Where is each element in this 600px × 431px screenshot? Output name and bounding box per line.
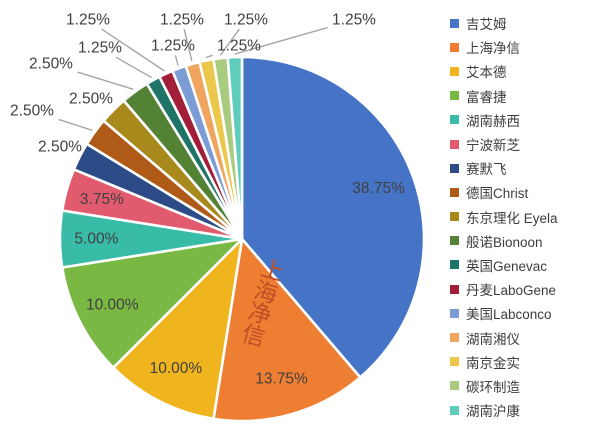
leader-line-16 (219, 28, 240, 56)
legend-marker-icon (450, 405, 459, 415)
slice-value-label-12: 1.25% (66, 12, 110, 29)
leader-line-10 (77, 71, 134, 90)
legend-item-label: 丹麦LaboGene (466, 283, 557, 299)
slice-value-label-9: 2.50% (69, 91, 113, 108)
leader-line-14 (183, 29, 193, 62)
legend-item-label: 艾本德 (466, 65, 507, 81)
pie-slice-17 (226, 55, 244, 241)
leader-line-13 (174, 55, 179, 66)
legend-item-label: 湖南沪康 (466, 404, 520, 420)
slice-value-label-14: 1.25% (160, 12, 204, 29)
legend-item-label: 英国Genevac (466, 258, 548, 274)
legend-item-3: 艾本德 (450, 59, 558, 83)
legend-marker-icon (450, 284, 459, 294)
leader-line-12 (101, 28, 165, 72)
slice-value-label-1: 38.75% (352, 180, 405, 197)
leader-line-17 (234, 26, 328, 55)
legend-item-label: 东京理化 Eyela (466, 210, 558, 226)
legend-item-label: 宁波新芝 (466, 138, 520, 154)
legend-marker-icon (450, 115, 459, 125)
legend-item-9: 东京理化 Eyela (450, 205, 558, 229)
legend-item-label: 湖南湘仪 (466, 331, 520, 347)
legend-marker-icon (450, 163, 459, 173)
pie-slice-1 (240, 55, 426, 379)
legend-marker-icon (450, 333, 459, 343)
slice-value-label-2: 13.75% (255, 371, 308, 388)
legend-marker-icon (450, 308, 459, 318)
slice-value-label-13: 1.25% (151, 38, 195, 55)
legend-item-label: 赛默飞 (466, 162, 507, 178)
pie-slice-3 (112, 237, 244, 421)
legend-marker-icon (450, 66, 459, 76)
slice-value-label-10: 2.50% (29, 56, 73, 73)
legend-marker-icon (450, 187, 459, 197)
slice-value-label-11: 1.25% (78, 40, 122, 57)
slice-value-label-16: 1.25% (224, 12, 268, 29)
slice-value-label-7: 2.50% (38, 139, 82, 156)
legend-item-17: 湖南沪康 (450, 398, 558, 422)
legend-item-13: 美国Labconco (450, 301, 558, 325)
legend-marker-icon (450, 212, 459, 222)
slice-value-label-3: 10.00% (150, 360, 203, 377)
leader-line-11 (115, 56, 152, 79)
slice-value-label-5: 5.00% (74, 231, 118, 248)
slice-value-label-6: 3.75% (80, 191, 124, 208)
legend-marker-icon (450, 357, 459, 367)
legend-marker-icon (450, 42, 459, 52)
legend-marker-icon (450, 139, 459, 149)
legend-item-2: 上海净信 (450, 35, 558, 59)
legend-item-10: 般诺Bionoon (450, 229, 558, 253)
pie-slice-2 (212, 237, 362, 423)
legend-marker-icon (450, 236, 459, 246)
slice-value-label-17: 1.25% (332, 12, 376, 29)
legend-item-label: 美国Labconco (466, 307, 552, 323)
legend-item-16: 碳环制造 (450, 374, 558, 398)
legend-item-5: 湖南赫西 (450, 108, 558, 132)
legend-item-1: 吉艾姆 (450, 11, 558, 35)
pie-slice-4 (60, 237, 244, 369)
legend-marker-icon (450, 18, 459, 28)
legend-item-12: 丹麦LaboGene (450, 277, 558, 301)
legend-item-15: 南京金实 (450, 350, 558, 374)
legend-item-4: 富睿捷 (450, 84, 558, 108)
legend-item-label: 南京金实 (466, 355, 520, 371)
legend-marker-icon (450, 260, 459, 270)
legend-item-11: 英国Genevac (450, 253, 558, 277)
legend-marker-icon (450, 381, 459, 391)
leader-line-15 (205, 54, 213, 59)
legend-item-label: 湖南赫西 (466, 113, 520, 129)
legend-item-14: 湖南湘仪 (450, 325, 558, 349)
slice-value-label-15: 1.25% (217, 38, 261, 55)
leader-line-8 (58, 118, 93, 131)
legend-item-label: 富睿捷 (466, 89, 507, 105)
legend-item-7: 赛默飞 (450, 156, 558, 180)
legend: 吉艾姆上海净信艾本德富睿捷湖南赫西宁波新芝赛默飞德国Christ 东京理化 Eye… (450, 11, 558, 422)
legend-item-8: 德国Christ (450, 180, 558, 204)
slice-value-label-4: 10.00% (86, 297, 139, 314)
slice-value-label-8: 2.50% (10, 103, 54, 120)
legend-item-label: 上海净信 (466, 41, 520, 57)
legend-marker-icon (450, 91, 459, 101)
legend-item-label: 碳环制造 (466, 379, 520, 395)
legend-item-label: 吉艾姆 (466, 17, 507, 33)
legend-item-6: 宁波新芝 (450, 132, 558, 156)
legend-item-label: 德国Christ (466, 186, 529, 202)
legend-item-label: 般诺Bionoon (466, 234, 543, 250)
